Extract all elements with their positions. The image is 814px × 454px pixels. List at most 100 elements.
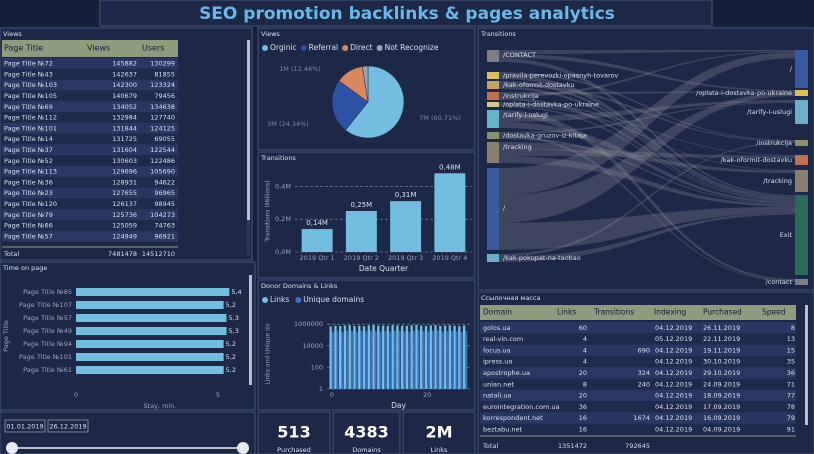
table-cell: 78 xyxy=(787,403,795,411)
legend-dot xyxy=(295,297,302,303)
y-tick-label: 1 xyxy=(319,385,323,393)
table-cell: Page Title №36 xyxy=(4,178,53,186)
table-cell: 8 xyxy=(583,380,587,388)
column-header: Page Title xyxy=(4,44,43,53)
y-axis-title: Links and Unique do xyxy=(265,323,272,384)
bar xyxy=(405,325,409,389)
bar xyxy=(420,325,423,389)
table-cell: natali.ua xyxy=(483,392,511,400)
table-cell: 15 xyxy=(787,346,795,354)
bar xyxy=(448,325,452,389)
bar xyxy=(339,325,342,389)
table-row xyxy=(2,79,178,91)
slider-handle[interactable] xyxy=(6,442,18,454)
table-cell: 17.09.2019 xyxy=(703,403,740,411)
scrollbar-thumb[interactable] xyxy=(249,275,252,385)
chart-title: Time on page xyxy=(2,264,47,272)
sankey-source-label: /oplata-i-dostavka-po-ukraine xyxy=(503,101,599,109)
bar xyxy=(372,325,375,389)
table-cell: 96965 xyxy=(154,189,175,197)
slider-handle[interactable] xyxy=(237,442,249,454)
sankey-flow xyxy=(499,136,795,205)
scrollbar-thumb[interactable] xyxy=(247,40,250,220)
date-box[interactable] xyxy=(47,419,89,433)
bar xyxy=(301,229,333,252)
table-cell: 130603 xyxy=(112,157,137,165)
sankey-node xyxy=(795,279,808,285)
sankey-node xyxy=(487,50,499,62)
x-tick-label: 2019 Qtr 1 xyxy=(300,254,335,262)
bar xyxy=(358,325,361,389)
value-label: 5,3 xyxy=(229,314,239,322)
table-cell: Page Title №37 xyxy=(4,146,53,154)
sankey-node xyxy=(795,50,808,88)
sankey-flow xyxy=(499,110,795,282)
sankey-node xyxy=(795,195,808,275)
table-cell: 131844 xyxy=(112,124,137,132)
table-cell: 127740 xyxy=(150,114,175,122)
bar xyxy=(398,330,401,389)
sankey-source-label: /kak-oformit-dostavku xyxy=(503,81,574,89)
table-cell: 16 xyxy=(579,414,587,422)
sankey-flow xyxy=(499,149,795,159)
table-row xyxy=(480,344,796,356)
table-cell: 04.12.2019 xyxy=(655,346,692,354)
bar xyxy=(424,325,428,389)
table-row xyxy=(2,187,178,199)
bar xyxy=(353,325,356,389)
table-cell: 4 xyxy=(583,346,587,354)
sankey-source-label: /tarify-i-uslugi xyxy=(503,111,548,119)
bar xyxy=(410,325,413,389)
bar xyxy=(389,331,392,389)
date-box[interactable] xyxy=(4,419,46,433)
table-cell: 36 xyxy=(579,403,587,411)
table-cell: 04.12.2019 xyxy=(655,403,692,411)
table-cell: 29.10.2019 xyxy=(703,369,740,377)
bar xyxy=(345,211,377,252)
table-cell: 69055 xyxy=(154,135,175,143)
table-cell: 690 xyxy=(638,346,650,354)
table-cell: 04.12.2019 xyxy=(655,324,692,332)
sankey-flow xyxy=(499,54,795,92)
x-tick-label: 5 xyxy=(216,391,220,399)
table-cell: 8 xyxy=(791,324,795,332)
table-cell: 127655 xyxy=(112,189,137,197)
bar xyxy=(370,330,372,389)
panel xyxy=(0,261,256,411)
scrollbar-thumb[interactable] xyxy=(805,305,808,425)
pie-slice xyxy=(362,65,369,103)
table-row xyxy=(480,355,796,368)
y-tick-label: 0,4M xyxy=(275,182,291,190)
sankey-target-label: Exit xyxy=(780,231,793,239)
table-cell: Page Title №52 xyxy=(4,157,53,165)
bar xyxy=(446,331,449,389)
table-cell: 142637 xyxy=(112,70,137,78)
table-row xyxy=(2,58,178,69)
table-cell: Page Title №43 xyxy=(4,70,53,78)
y-axis-title: Transitions (Millions) xyxy=(265,180,272,242)
sankey-node xyxy=(487,92,499,100)
bar xyxy=(76,353,224,361)
bar xyxy=(76,340,224,348)
column-header: Indexing xyxy=(654,308,686,317)
sankey-source-label: / xyxy=(503,204,506,212)
table-cell: 132984 xyxy=(112,114,137,122)
table-cell: 122486 xyxy=(150,157,175,165)
table-cell: 71 xyxy=(787,380,795,388)
table-cell: 142300 xyxy=(112,81,137,89)
bar xyxy=(367,325,370,389)
sankey-flow xyxy=(499,206,795,250)
table-cell: 13 xyxy=(787,335,795,343)
value-label: 5,2 xyxy=(226,301,236,309)
table-row xyxy=(2,112,178,123)
sankey-target-label: /oplata-i-dostavka-po-ukraine xyxy=(696,89,792,97)
bar xyxy=(76,366,224,374)
bar xyxy=(458,326,461,389)
bar xyxy=(76,314,227,322)
sankey-target-label: / xyxy=(790,65,793,73)
table-cell: 04.09.2019 xyxy=(703,426,740,434)
bar xyxy=(377,325,380,389)
x-tick-label: 2019 Qtr 2 xyxy=(344,254,379,262)
bar xyxy=(331,331,334,389)
